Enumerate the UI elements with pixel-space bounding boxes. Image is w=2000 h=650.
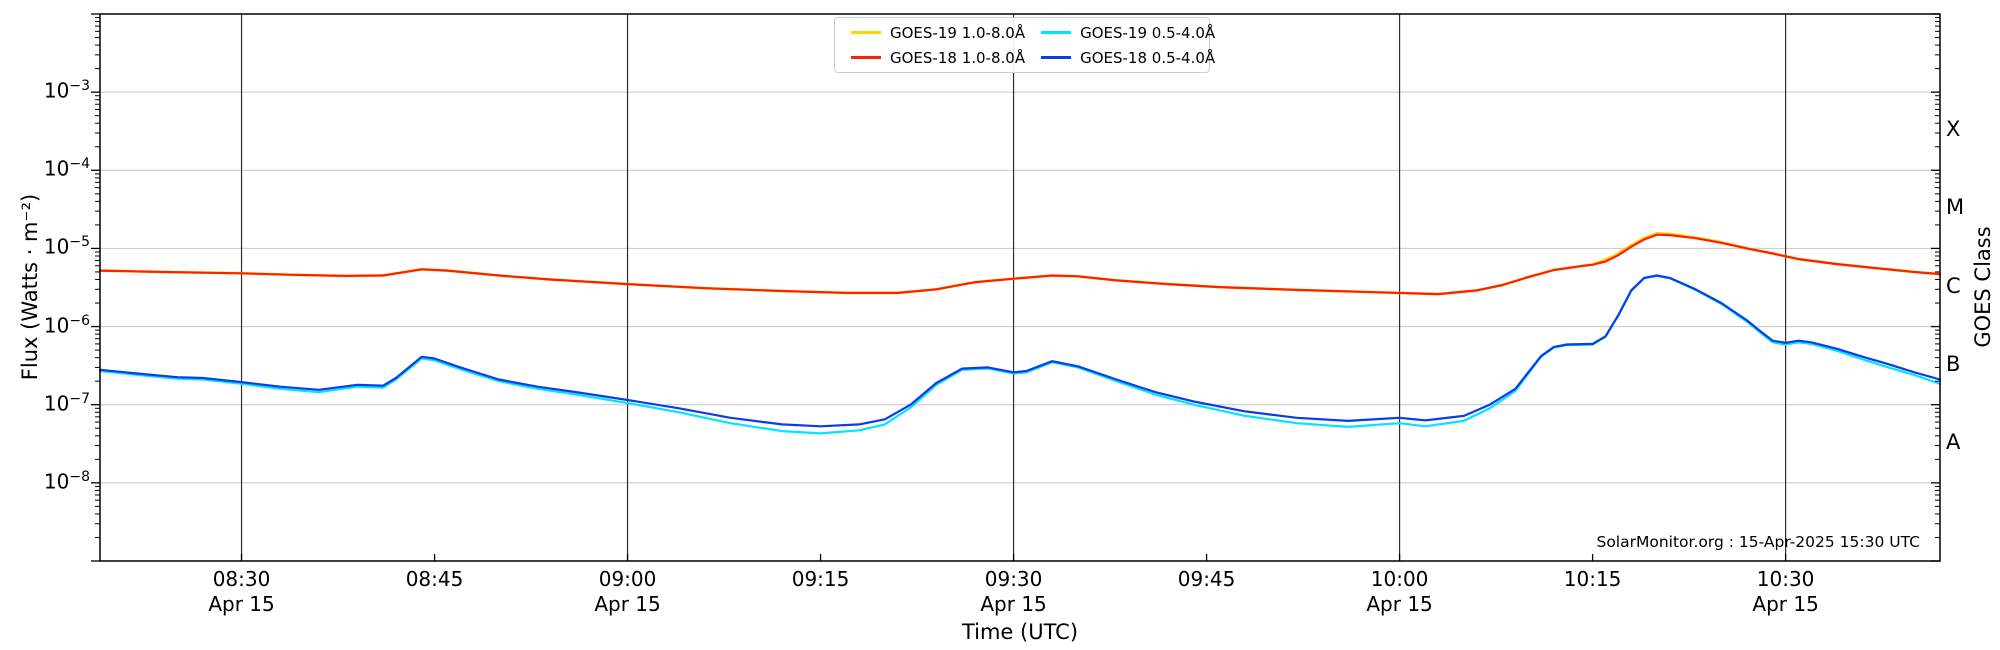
y-tick-label: 10−7 [43,390,90,416]
x-tick-label: 08:30 [212,567,271,591]
x-tick-label: 09:15 [791,567,850,591]
legend-item: GOES-19 1.0-8.0Å [835,24,1025,42]
y-tick-label: 10−6 [43,312,90,338]
y-axis-title: Flux (Watts · m⁻²) [18,193,42,381]
legend-swatch [851,31,881,34]
x-axis-title: Time (UTC) [961,620,1079,644]
x-tick-label: 10:30 [1756,567,1815,591]
x-tick-date-label: Apr 15 [594,592,661,616]
legend-label: GOES-18 1.0-8.0Å [890,48,1026,67]
legend-swatch [1041,31,1072,34]
legend-label: GOES-19 0.5-4.0Å [1080,23,1216,42]
legend-item: GOES-18 1.0-8.0Å [835,49,1025,67]
legend-swatch [851,56,881,59]
legend-label: GOES-19 1.0-8.0Å [890,23,1026,42]
legend-item: GOES-19 0.5-4.0Å [1025,24,1215,42]
x-tick-label: 09:00 [598,567,657,591]
plot-frame [99,13,1941,562]
legend: GOES-19 1.0-8.0Å GOES-18 1.0-8.0Å GOES-19 … [834,17,1215,73]
x-tick-date-label: Apr 15 [1366,592,1433,616]
y-tick-label: 10−8 [43,468,90,494]
series-line-goes-19-0-5-4-0- [98,274,1942,435]
series-line-goes-19-1-0-8-0- [98,232,1942,296]
series-line-goes-18-1-0-8-0- [98,233,1942,296]
goes-class-letter-c: C [1946,273,1961,298]
x-tick-label: 10:15 [1563,567,1622,591]
x-tick-label: 09:30 [984,567,1043,591]
goes-class-letter-a: A [1946,429,1961,454]
right-axis-title: GOES Class [1971,226,1995,348]
x-tick-date-label: Apr 15 [980,592,1047,616]
x-tick-label: 10:00 [1370,567,1429,591]
x-tick-label: 09:45 [1177,567,1236,591]
goes-class-letter-b: B [1946,351,1961,376]
y-tick-label: 10−3 [43,78,90,103]
goes-class-letter-x: X [1946,117,1961,142]
x-tick-label: 08:45 [405,567,464,591]
legend-item: GOES-18 0.5-4.0Å [1025,49,1215,67]
legend-swatch [1041,56,1072,59]
legend-label: GOES-18 0.5-4.0Å [1080,48,1216,67]
x-tick-date-label: Apr 15 [208,592,275,616]
series-line-goes-18-0-5-4-0- [98,274,1942,428]
x-tick-date-label: Apr 15 [1752,592,1819,616]
y-tick-label: 10−4 [43,156,90,181]
source-annotation: SolarMonitor.org : 15-Apr-2025 15:30 UTC [1596,533,1920,551]
y-tick-label: 10−5 [43,234,90,260]
goes-class-letter-m: M [1946,195,1965,220]
